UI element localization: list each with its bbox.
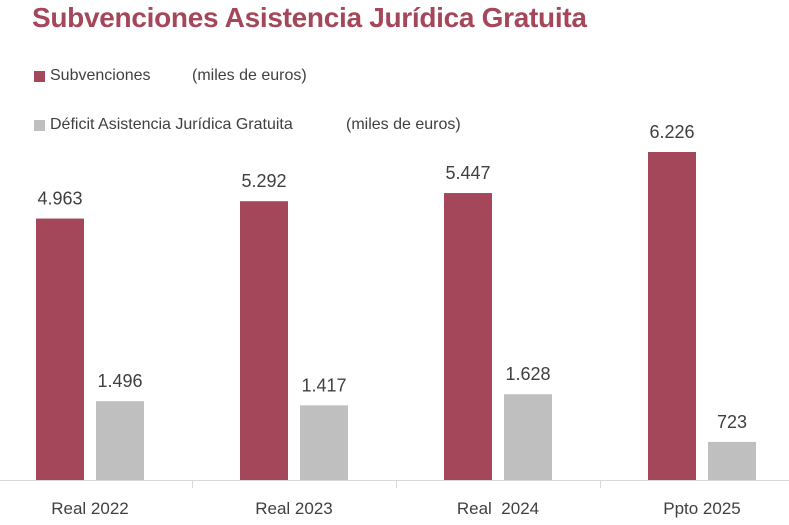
legend-label-subvenciones: Subvenciones	[50, 67, 151, 84]
data-label: 1.417	[301, 375, 346, 395]
bar-deficit	[300, 405, 348, 480]
bar-deficit	[708, 441, 756, 480]
data-label: 723	[717, 412, 747, 432]
data-label: 6.226	[649, 122, 694, 142]
legend-swatch-subvenciones	[34, 71, 45, 82]
bar-subvenciones	[444, 193, 492, 481]
bar-subvenciones	[36, 218, 84, 480]
x-tick-label: Real 2023	[255, 499, 333, 518]
data-label: 5.292	[241, 171, 286, 191]
data-label: 4.963	[37, 189, 82, 209]
bar-subvenciones	[240, 201, 288, 480]
x-tick-label: Ppto 2025	[663, 499, 741, 518]
data-label: 1.628	[505, 364, 550, 384]
bar-deficit	[504, 394, 552, 480]
legend-swatch-deficit	[34, 120, 45, 131]
bar-deficit	[96, 401, 144, 480]
chart-title: Subvenciones Asistencia Jurídica Gratuit…	[32, 2, 587, 33]
data-label: 5.447	[445, 163, 490, 183]
x-tick-label: Real 2022	[51, 499, 129, 518]
data-label: 1.496	[97, 371, 142, 391]
legend-unit-subvenciones: (miles de euros)	[192, 67, 307, 84]
legend-unit-deficit: (miles de euros)	[346, 116, 461, 133]
legend-label-deficit: Déficit Asistencia Jurídica Gratuita	[50, 116, 293, 133]
bar-subvenciones	[648, 152, 696, 480]
x-tick-label: Real 2024	[457, 499, 539, 518]
